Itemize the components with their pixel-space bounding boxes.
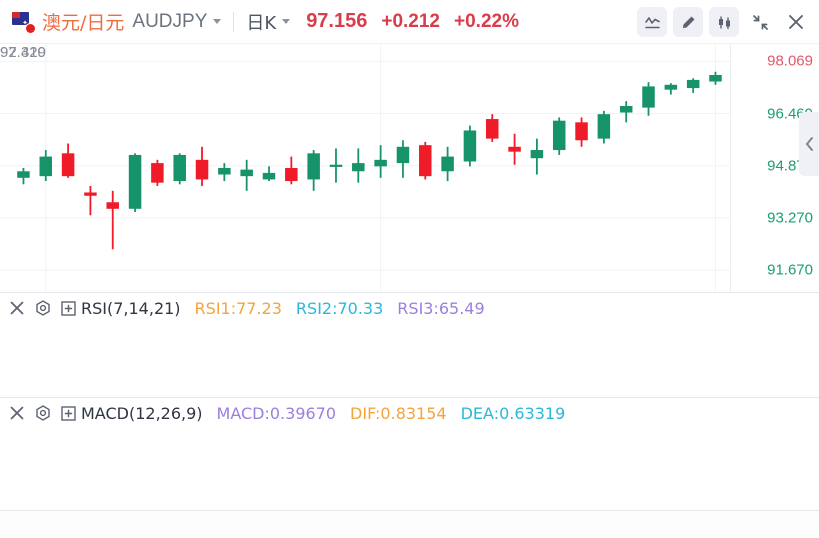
rsi3-value: RSI3:65.49 (397, 298, 485, 318)
dif-value: DIF:0.83154 (350, 403, 447, 423)
high-price-annotation: 97.429 (0, 44, 46, 61)
macd-settings-gear-icon[interactable] (34, 404, 52, 422)
close-icon[interactable] (781, 7, 811, 37)
macd-header: MACD(12,26,9) MACD:0.39670 DIF:0.83154 D… (0, 400, 565, 426)
macd-value: MACD:0.39670 (216, 403, 337, 423)
price-axis: 98.069 96.469 94.870 93.270 91.670 (730, 44, 819, 292)
price-change: +0.212 (381, 10, 441, 32)
macd-close-icon[interactable] (8, 404, 26, 422)
low-price-annotation: 92.310 (0, 44, 46, 61)
chevron-left-icon[interactable] (799, 112, 819, 176)
candle-type-icon[interactable] (709, 7, 739, 37)
panel-separator-1 (0, 292, 819, 293)
symbol-name-cn: 澳元/日元 (42, 12, 125, 34)
symbol-chevron-down-icon[interactable] (213, 19, 222, 24)
rsi-expand-plus-icon[interactable] (60, 300, 77, 317)
rsi-header: RSI(7,14,21) RSI1:77.23 RSI2:70.33 RSI3:… (0, 295, 485, 321)
period-selector-label[interactable]: 日K (246, 12, 277, 34)
chart-toolbar (631, 7, 811, 37)
rsi-title: RSI(7,14,21) (81, 298, 181, 318)
candlestick-plot (0, 44, 730, 292)
macd-title: MACD(12,26,9) (81, 403, 203, 423)
macd-panel[interactable]: MACD(12,26,9) MACD:0.39670 DIF:0.83154 D… (0, 398, 819, 510)
price-change-percent: +0.22% (454, 10, 519, 32)
rsi-settings-gear-icon[interactable] (34, 299, 52, 317)
last-price: 97.156 (306, 10, 368, 32)
macd-expand-plus-icon[interactable] (60, 405, 77, 422)
price-axis-label: 98.069 (767, 52, 813, 70)
rsi-panel[interactable]: RSI(7,14,21) RSI1:77.23 RSI2:70.33 RSI3:… (0, 293, 819, 397)
indicator-icon[interactable] (637, 7, 667, 37)
period-chevron-down-icon[interactable] (282, 19, 291, 24)
au-jp-flag-icon (12, 11, 36, 34)
draw-pencil-icon[interactable] (673, 7, 703, 37)
price-chart-panel[interactable]: 98.069 96.469 94.870 93.270 91.670 97.429 92… (0, 44, 819, 292)
macd-axis (730, 398, 819, 510)
collapse-fullscreen-icon[interactable] (745, 7, 775, 37)
symbol-code: AUDJPY (132, 10, 208, 32)
rsi2-value: RSI2:70.33 (295, 298, 384, 318)
rsi-axis (730, 293, 819, 397)
header-divider (233, 11, 235, 32)
dea-value: DEA:0.63319 (460, 403, 566, 423)
panel-separator-2 (0, 397, 819, 398)
price-axis-label: 91.670 (767, 261, 813, 279)
date-axis (0, 510, 819, 538)
rsi1-value: RSI1:77.23 (194, 298, 282, 318)
rsi-close-icon[interactable] (8, 299, 26, 317)
price-axis-label: 93.270 (767, 209, 813, 227)
chart-header: 澳元/日元 AUDJPY 日K 97.156 +0.212 +0.22% (0, 0, 819, 44)
